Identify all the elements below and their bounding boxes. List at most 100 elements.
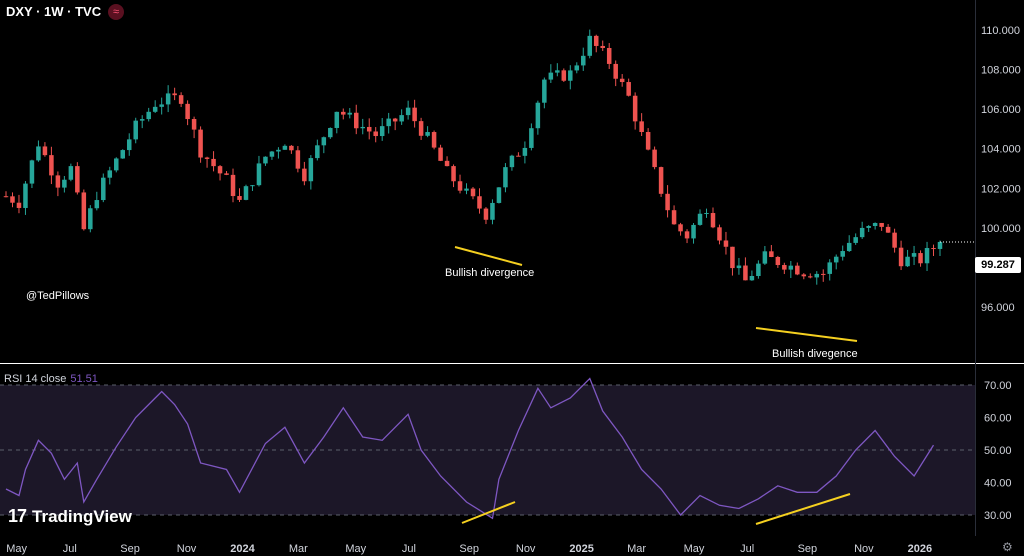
candle-body	[438, 147, 443, 161]
candle-body	[626, 82, 631, 96]
candle-body	[191, 119, 197, 130]
candle-body	[425, 132, 430, 136]
candle-body	[840, 251, 845, 257]
price-tick-label: 104.000	[981, 144, 1021, 156]
rate-icon[interactable]: ≈	[108, 4, 124, 20]
time-tick-label: 2024	[230, 543, 255, 555]
candle-body	[373, 131, 378, 137]
candle-body	[717, 227, 722, 241]
candle-body	[593, 35, 599, 46]
candle-body	[68, 166, 74, 180]
candle-body	[457, 181, 463, 191]
candle-body	[211, 158, 216, 167]
candle-body	[522, 147, 528, 156]
candle-body	[561, 70, 567, 81]
candle-body	[710, 213, 716, 228]
candle-body	[75, 166, 80, 193]
candle-body	[282, 145, 288, 150]
divergence-line-price-1[interactable]	[454, 246, 523, 266]
price-tick-label: 100.000	[981, 223, 1021, 235]
rsi-tick-label: 40.00	[984, 478, 1012, 490]
rsi-legend[interactable]: RSI 14 close 51.51	[4, 373, 98, 385]
candle-body	[23, 183, 28, 208]
candle-body	[250, 185, 255, 187]
candle-body	[405, 107, 411, 116]
tradingview-logo-text: TradingView	[32, 506, 132, 526]
candle-body	[334, 111, 340, 128]
candle-body	[529, 128, 534, 148]
candle-body	[276, 149, 281, 152]
candle-body	[704, 213, 709, 215]
candle-body	[619, 78, 625, 83]
gear-icon[interactable]: ⚙	[1002, 540, 1013, 554]
candle-body	[399, 115, 404, 122]
rsi-legend-title: RSI 14 close	[4, 373, 67, 385]
candle-body	[146, 111, 151, 120]
candle-body	[814, 273, 820, 278]
candle-body	[178, 95, 184, 104]
time-tick-label: Sep	[798, 543, 818, 555]
time-tick-label: 2026	[908, 543, 932, 555]
candle-body	[879, 222, 884, 227]
candle-body	[574, 65, 580, 71]
candle-body	[16, 202, 22, 208]
candle-body	[516, 155, 521, 157]
candle-body	[762, 251, 768, 264]
candle-body	[820, 273, 826, 275]
author-handle: @TedPillows	[26, 290, 90, 302]
candle-body	[94, 200, 100, 209]
time-tick-label: May	[684, 543, 705, 555]
divergence-line-rsi-1[interactable]	[461, 501, 516, 524]
candle-body	[613, 63, 618, 79]
candle-body	[101, 177, 106, 201]
candle-body	[392, 118, 398, 122]
candle-body	[905, 256, 910, 267]
candle-body	[165, 93, 171, 105]
candle-body	[911, 253, 917, 257]
candle-body	[412, 107, 417, 122]
time-tick-label: Nov	[854, 543, 874, 555]
candle-body	[269, 151, 275, 157]
candle-body	[347, 112, 353, 115]
candle-body	[723, 240, 729, 247]
time-tick-label: Jul	[740, 543, 754, 555]
time-tick-label: 2025	[569, 543, 593, 555]
chart-symbol-title[interactable]: DXY · 1W · TVC	[6, 4, 102, 19]
candle-body	[289, 145, 294, 151]
candle-body	[172, 93, 177, 96]
candles-group	[3, 29, 943, 285]
candle-body	[509, 155, 515, 168]
candle-body	[308, 158, 314, 182]
price-tick-label: 102.000	[981, 183, 1021, 195]
candle-body	[49, 155, 54, 176]
candle-body	[126, 139, 132, 151]
candle-body	[827, 262, 832, 274]
candle-body	[859, 227, 865, 238]
candle-body	[542, 79, 547, 103]
tradingview-logo[interactable]: 17 TradingView	[8, 506, 132, 527]
candle-body	[353, 112, 359, 129]
rsi-tick-label: 70.00	[984, 380, 1012, 392]
candle-body	[568, 70, 573, 81]
candle-body	[360, 126, 365, 129]
candle-body	[133, 120, 138, 140]
price-tick-label: 106.000	[981, 104, 1021, 116]
candle-body	[555, 70, 560, 73]
candle-body	[256, 163, 262, 186]
candle-body	[217, 166, 223, 174]
time-tick-label: Mar	[627, 543, 646, 555]
candle-body	[204, 157, 210, 159]
candle-body	[81, 192, 87, 230]
candle-body	[665, 193, 670, 211]
candle-body	[775, 256, 781, 266]
candle-body	[451, 166, 456, 182]
candle-body	[88, 208, 93, 230]
candle-body	[756, 263, 761, 276]
candle-body	[581, 55, 586, 66]
divergence-line-price-2[interactable]	[755, 327, 858, 342]
divergence-line-rsi-2[interactable]	[755, 493, 851, 525]
candle-body	[431, 132, 437, 148]
candle-body	[846, 242, 852, 252]
candle-body	[587, 35, 593, 56]
candle-body	[464, 188, 469, 191]
